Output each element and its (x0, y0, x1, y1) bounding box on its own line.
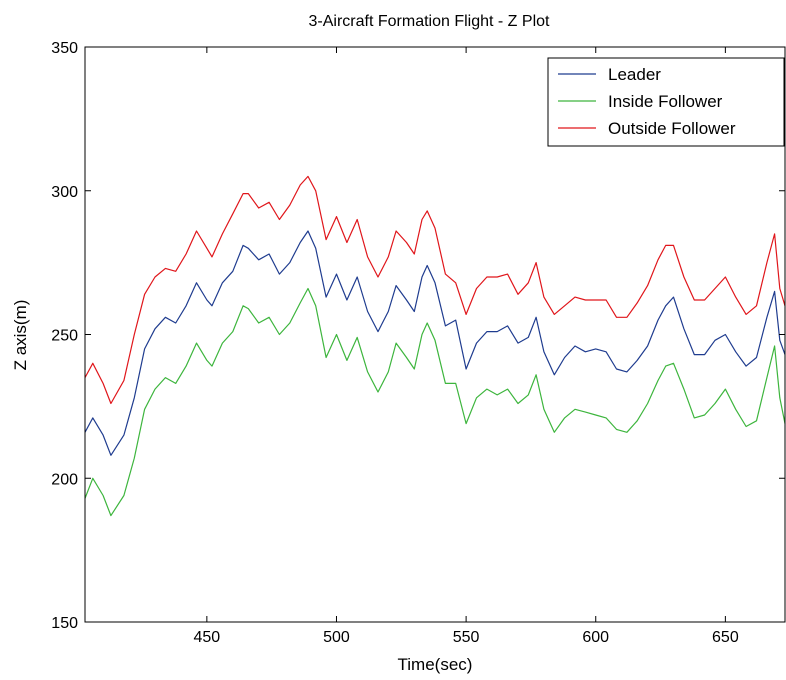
legend-label-0: Leader (608, 65, 661, 84)
legend-box (547, 57, 785, 147)
y-tick-label: 150 (51, 615, 78, 632)
x-axis-label: Time(sec) (398, 655, 473, 674)
series-line-1 (84, 287, 786, 517)
chart-title: 3-Aircraft Formation Flight - Z Plot (309, 13, 551, 30)
y-tick-label: 250 (51, 328, 78, 345)
y-axis-label: Z axis(m) (11, 300, 30, 371)
y-tick-label: 200 (51, 471, 78, 488)
x-tick-label: 600 (582, 629, 609, 646)
plot-lines (84, 175, 786, 517)
legend-label-1: Inside Follower (608, 92, 723, 111)
axis-ticks: 450 500 550 600 650 150 200 250 300 350 (51, 40, 785, 646)
x-tick-label: 450 (194, 629, 221, 646)
series-line-0 (84, 230, 786, 456)
legend-label-2: Outside Follower (608, 119, 736, 138)
y-tick-label: 300 (51, 184, 78, 201)
y-tick-label: 350 (51, 40, 78, 57)
x-tick-label: 500 (323, 629, 350, 646)
series-line-2 (84, 175, 786, 405)
x-tick-label: 550 (453, 629, 480, 646)
legend: Leader Inside Follower Outside Follower (547, 57, 785, 147)
x-tick-label: 650 (712, 629, 739, 646)
